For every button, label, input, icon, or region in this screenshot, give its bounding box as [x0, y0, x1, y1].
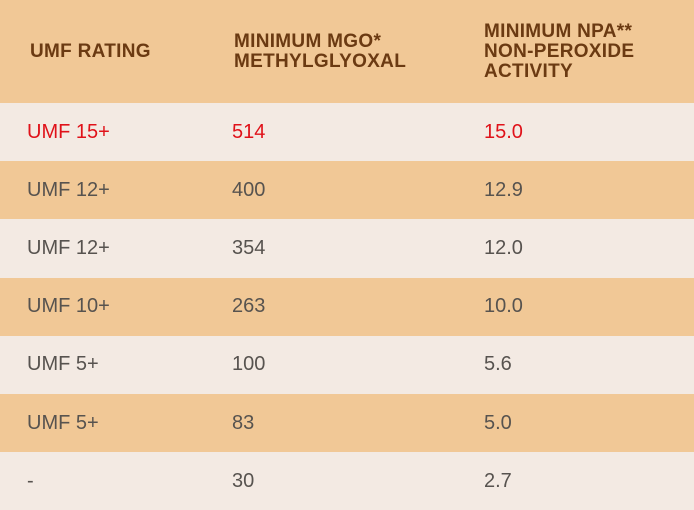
table-row: UMF 5+ 83 5.0 [0, 393, 694, 453]
table-row: UMF 5+ 100 5.6 [0, 335, 694, 394]
umf-rating-cell: UMF 5+ [27, 353, 99, 376]
header-minimum-mgo: MINIMUM MGO* METHYLGLYOXAL [234, 30, 407, 72]
mgo-cell: 83 [232, 411, 255, 434]
mgo-cell: 100 [232, 353, 266, 376]
umf-rating-cell: UMF 15+ [27, 120, 110, 143]
npa-cell: 5.0 [484, 411, 512, 434]
table-row: UMF 12+ 400 12.9 [0, 161, 694, 220]
mgo-cell: 354 [232, 236, 266, 259]
table-header: UMF RATING MINIMUM MGO* METHYLGLYOXAL MI… [0, 0, 694, 103]
umf-rating-cell: UMF 5+ [27, 411, 99, 434]
header-umf-rating: UMF RATING [30, 40, 151, 62]
npa-cell: 10.0 [484, 295, 523, 318]
umf-rating-cell: UMF 12+ [27, 236, 110, 259]
table-row: UMF 15+ 514 15.0 [0, 103, 694, 162]
table-row: UMF 10+ 263 10.0 [0, 277, 694, 336]
npa-cell: 5.6 [484, 353, 512, 376]
mgo-cell: 30 [232, 469, 255, 492]
umf-rating-cell: UMF 10+ [27, 295, 110, 318]
npa-cell: 12.9 [484, 178, 523, 201]
umf-rating-cell: UMF 12+ [27, 178, 110, 201]
mgo-cell: 263 [232, 295, 266, 318]
header-minimum-npa: MINIMUM NPA** NON-PEROXIDE ACTIVITY [484, 20, 635, 82]
npa-cell: 2.7 [484, 469, 512, 492]
table-row: UMF 12+ 354 12.0 [0, 219, 694, 278]
mgo-cell: 400 [232, 178, 266, 201]
umf-rating-cell: - [27, 469, 34, 492]
mgo-cell: 514 [232, 120, 266, 143]
npa-cell: 12.0 [484, 236, 523, 259]
npa-cell: 15.0 [484, 120, 523, 143]
table-row: - 30 2.7 [0, 452, 694, 510]
